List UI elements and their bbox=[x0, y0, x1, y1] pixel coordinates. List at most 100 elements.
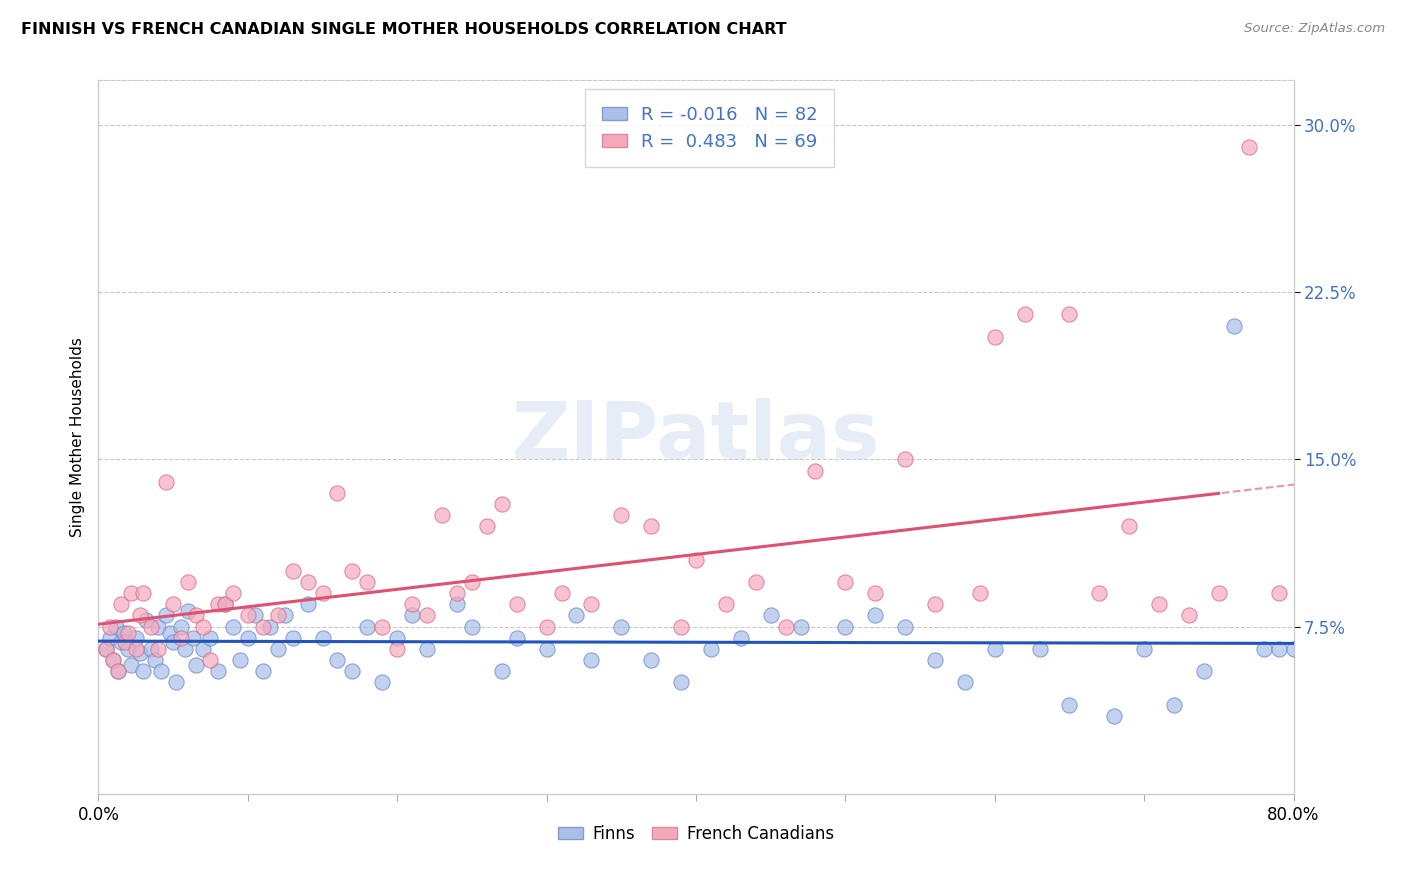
Text: FINNISH VS FRENCH CANADIAN SINGLE MOTHER HOUSEHOLDS CORRELATION CHART: FINNISH VS FRENCH CANADIAN SINGLE MOTHER… bbox=[21, 22, 787, 37]
Point bbox=[640, 653, 662, 667]
Point bbox=[252, 619, 274, 633]
Point bbox=[1282, 642, 1305, 657]
Point bbox=[117, 626, 139, 640]
Point bbox=[550, 586, 572, 600]
Point bbox=[222, 619, 245, 633]
Point bbox=[1267, 586, 1289, 600]
Point bbox=[1192, 664, 1215, 679]
Text: ZIPatlas: ZIPatlas bbox=[512, 398, 880, 476]
Point bbox=[98, 619, 122, 633]
Point bbox=[416, 608, 439, 623]
Point bbox=[177, 604, 200, 618]
Point bbox=[804, 464, 827, 478]
Point bbox=[416, 642, 439, 657]
Point bbox=[969, 586, 991, 600]
Point bbox=[1178, 608, 1201, 623]
Point bbox=[165, 675, 187, 690]
Point bbox=[117, 642, 139, 657]
Point bbox=[129, 608, 152, 623]
Point bbox=[401, 608, 423, 623]
Point bbox=[155, 475, 177, 489]
Point bbox=[207, 598, 229, 612]
Point bbox=[169, 619, 191, 633]
Point bbox=[475, 519, 498, 533]
Point bbox=[159, 626, 181, 640]
Y-axis label: Single Mother Households: Single Mother Households bbox=[69, 337, 84, 537]
Point bbox=[229, 653, 252, 667]
Point bbox=[184, 608, 207, 623]
Point bbox=[120, 586, 142, 600]
Point bbox=[1118, 519, 1140, 533]
Point bbox=[148, 642, 170, 657]
Point bbox=[446, 598, 468, 612]
Point bbox=[245, 608, 267, 623]
Point bbox=[326, 653, 349, 667]
Point bbox=[610, 619, 633, 633]
Point bbox=[191, 642, 214, 657]
Point bbox=[236, 608, 259, 623]
Point bbox=[143, 653, 166, 667]
Point bbox=[311, 586, 333, 600]
Point bbox=[461, 619, 484, 633]
Point bbox=[730, 631, 752, 645]
Point bbox=[536, 619, 558, 633]
Point bbox=[135, 613, 157, 627]
Point bbox=[125, 631, 148, 645]
Point bbox=[107, 664, 129, 679]
Point bbox=[267, 642, 290, 657]
Point bbox=[236, 631, 259, 645]
Point bbox=[1253, 642, 1275, 657]
Point bbox=[342, 564, 364, 578]
Point bbox=[326, 485, 349, 500]
Point bbox=[162, 635, 184, 649]
Point bbox=[491, 497, 513, 511]
Legend: Finns, French Canadians: Finns, French Canadians bbox=[551, 819, 841, 850]
Point bbox=[1088, 586, 1111, 600]
Point bbox=[401, 598, 423, 612]
Point bbox=[1208, 586, 1230, 600]
Point bbox=[103, 653, 125, 667]
Point bbox=[700, 642, 723, 657]
Point bbox=[430, 508, 453, 523]
Point bbox=[125, 642, 148, 657]
Point bbox=[1298, 598, 1320, 612]
Point bbox=[200, 631, 222, 645]
Point bbox=[669, 619, 692, 633]
Point bbox=[252, 664, 274, 679]
Point bbox=[1104, 708, 1126, 723]
Point bbox=[371, 619, 394, 633]
Point bbox=[581, 598, 603, 612]
Point bbox=[267, 608, 290, 623]
Point bbox=[565, 608, 588, 623]
Point bbox=[177, 575, 200, 590]
Point bbox=[789, 619, 811, 633]
Point bbox=[112, 626, 135, 640]
Point bbox=[150, 664, 173, 679]
Point bbox=[924, 598, 946, 612]
Point bbox=[222, 586, 245, 600]
Point bbox=[759, 608, 782, 623]
Point bbox=[865, 586, 887, 600]
Point bbox=[1237, 140, 1260, 154]
Point bbox=[894, 452, 917, 467]
Point bbox=[259, 619, 281, 633]
Point bbox=[98, 631, 122, 645]
Point bbox=[371, 675, 394, 690]
Point bbox=[385, 642, 409, 657]
Point bbox=[894, 619, 917, 633]
Point bbox=[103, 653, 125, 667]
Point bbox=[148, 619, 170, 633]
Point bbox=[155, 608, 177, 623]
Point bbox=[107, 664, 129, 679]
Point bbox=[132, 586, 155, 600]
Point bbox=[342, 664, 364, 679]
Point bbox=[184, 657, 207, 672]
Point bbox=[129, 646, 152, 660]
Point bbox=[1014, 307, 1036, 322]
Point bbox=[169, 631, 191, 645]
Point bbox=[581, 653, 603, 667]
Point bbox=[834, 575, 856, 590]
Point bbox=[132, 664, 155, 679]
Point bbox=[446, 586, 468, 600]
Point bbox=[356, 619, 378, 633]
